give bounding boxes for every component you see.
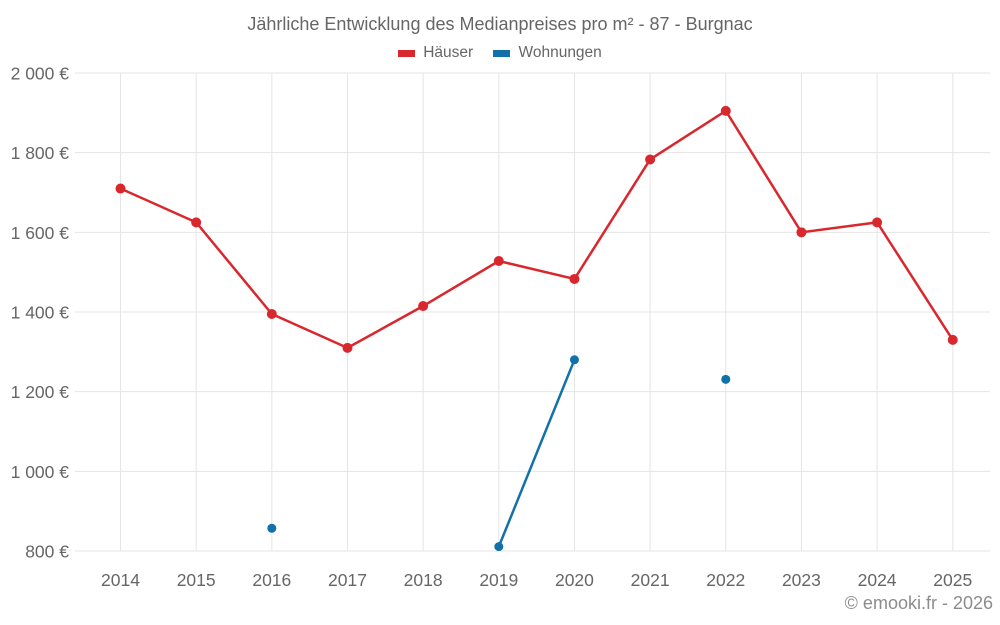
svg-text:2020: 2020 bbox=[555, 570, 594, 590]
svg-text:2025: 2025 bbox=[933, 570, 972, 590]
svg-text:2015: 2015 bbox=[177, 570, 216, 590]
svg-text:2016: 2016 bbox=[252, 570, 291, 590]
svg-text:2 000 €: 2 000 € bbox=[11, 64, 70, 84]
svg-text:2023: 2023 bbox=[782, 570, 821, 590]
svg-text:800 €: 800 € bbox=[25, 542, 69, 562]
svg-text:1 400 €: 1 400 € bbox=[11, 303, 70, 323]
svg-text:2022: 2022 bbox=[706, 570, 745, 590]
svg-text:2024: 2024 bbox=[858, 570, 897, 590]
svg-text:2017: 2017 bbox=[328, 570, 367, 590]
svg-text:2014: 2014 bbox=[101, 570, 140, 590]
svg-text:1 200 €: 1 200 € bbox=[11, 382, 70, 402]
svg-text:1 000 €: 1 000 € bbox=[11, 462, 70, 482]
svg-text:2018: 2018 bbox=[404, 570, 443, 590]
svg-text:1 800 €: 1 800 € bbox=[11, 143, 70, 163]
svg-text:2021: 2021 bbox=[631, 570, 670, 590]
svg-text:2019: 2019 bbox=[479, 570, 518, 590]
svg-text:1 600 €: 1 600 € bbox=[11, 223, 70, 243]
